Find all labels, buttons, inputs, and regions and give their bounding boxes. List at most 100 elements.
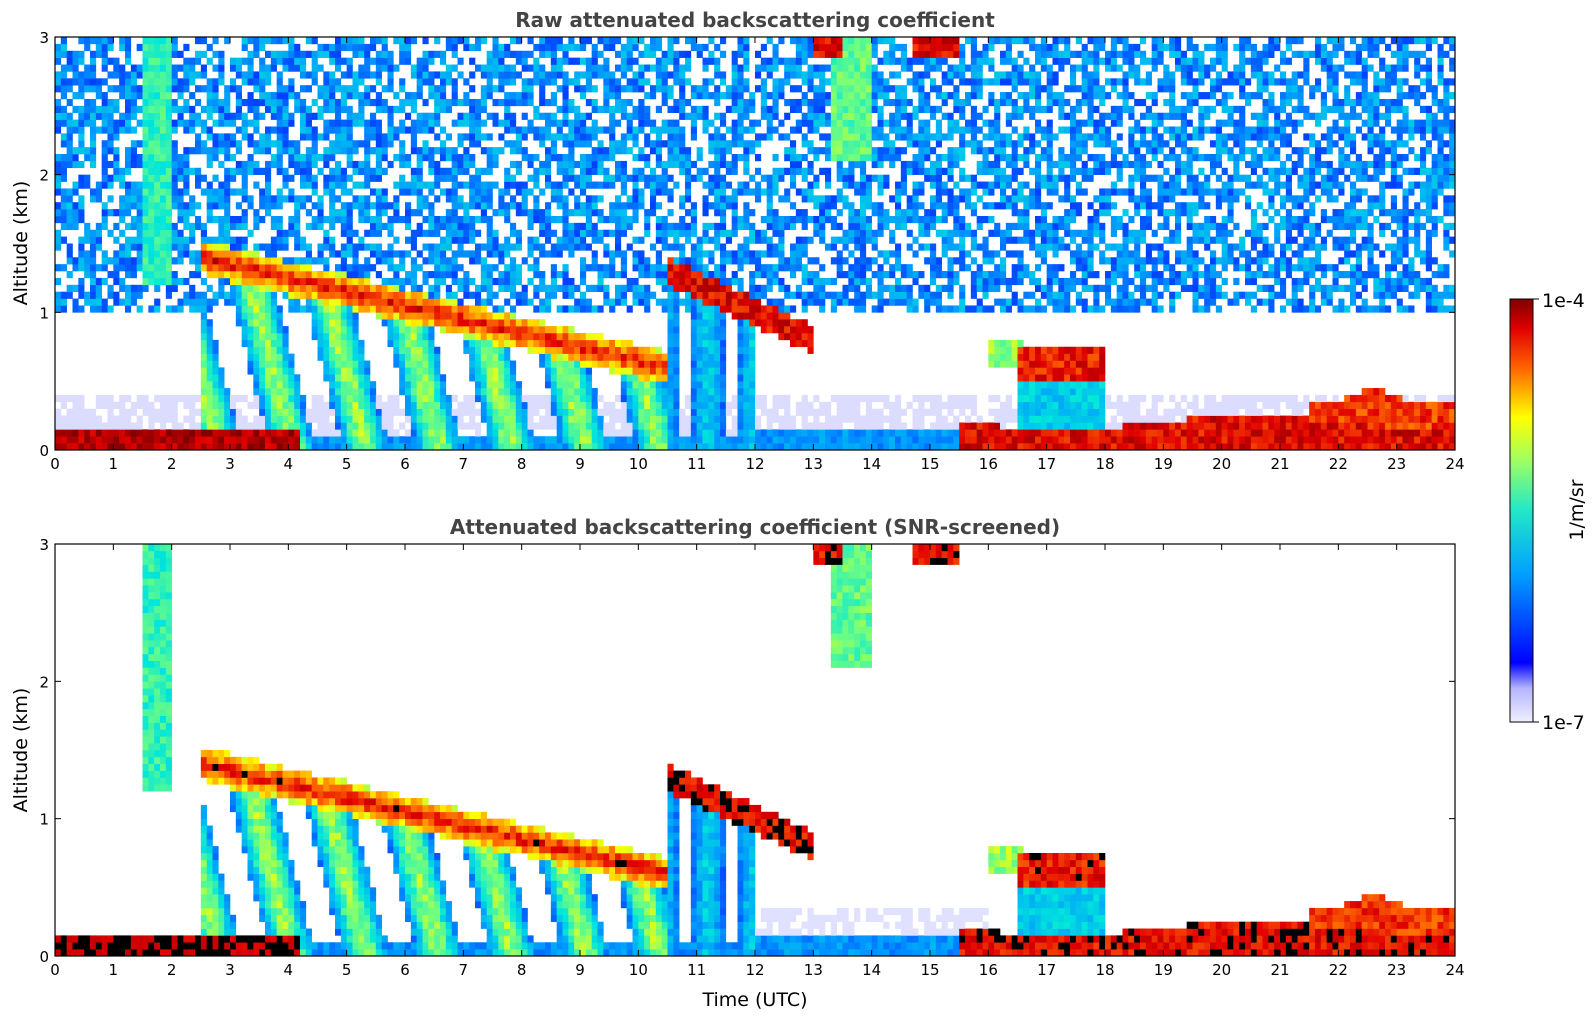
heatmap-cell [545, 222, 552, 231]
heatmap-cell [317, 353, 324, 361]
heatmap-cell [475, 312, 482, 320]
heatmap-cell [405, 57, 412, 65]
heatmap-cell [206, 367, 213, 375]
heatmap-cell [66, 408, 73, 416]
heatmap-cell [317, 291, 324, 299]
heatmap-cell [335, 112, 342, 120]
heatmap-cell [288, 284, 295, 292]
heatmap-cell [335, 50, 342, 58]
heatmap-cell [224, 133, 231, 141]
heatmap-cell [562, 209, 569, 217]
heatmap-cell [580, 429, 587, 437]
heatmap-cell [486, 312, 493, 320]
heatmap-cell [340, 429, 347, 437]
heatmap-cell [708, 50, 715, 58]
heatmap-cell [632, 140, 639, 148]
heatmap-cell [270, 332, 277, 341]
heatmap-cell [370, 147, 377, 155]
heatmap-cell [370, 388, 377, 396]
heatmap-cell [556, 429, 563, 437]
heatmap-cell [515, 98, 522, 107]
heatmap-cell [212, 388, 219, 396]
heatmap-cell [84, 37, 91, 45]
panel1-heatmap [55, 37, 1455, 450]
heatmap-cell [125, 160, 132, 169]
heatmap-cell [428, 126, 435, 134]
heatmap-cell [387, 229, 394, 237]
heatmap-cell [282, 105, 289, 114]
heatmap-cell [615, 98, 622, 107]
heatmap-cell [510, 429, 517, 437]
heatmap-cell [492, 50, 499, 58]
heatmap-cell [480, 71, 487, 79]
heatmap-cell [591, 264, 598, 272]
heatmap-cell [90, 415, 97, 423]
heatmap-cell [655, 43, 662, 52]
heatmap-cell [393, 326, 400, 334]
heatmap-cell [504, 284, 511, 292]
heatmap-cell [580, 339, 587, 348]
heatmap-cell [498, 305, 505, 313]
heatmap-cell [638, 422, 645, 430]
heatmap-cell [346, 243, 353, 251]
heatmap-cell [685, 188, 692, 196]
heatmap-cell [492, 401, 499, 409]
heatmap-cell [78, 37, 85, 45]
heatmap-cell [603, 298, 610, 306]
heatmap-cell [235, 250, 242, 258]
heatmap-cell [620, 222, 627, 231]
heatmap-cell [638, 346, 645, 354]
heatmap-cell [305, 181, 312, 189]
heatmap-cell [451, 415, 458, 423]
heatmap-cell [300, 160, 307, 169]
heatmap-cell [720, 188, 727, 196]
heatmap-cell [364, 209, 371, 217]
heatmap-cell [399, 140, 406, 148]
heatmap-cell [294, 167, 301, 175]
heatmap-cell [200, 174, 207, 182]
heatmap-cell [737, 250, 744, 258]
heatmap-cell [527, 126, 534, 134]
heatmap-cell [562, 243, 569, 251]
heatmap-cell [323, 257, 330, 265]
heatmap-cell [708, 202, 715, 210]
heatmap-cell [270, 367, 277, 375]
heatmap-cell [661, 119, 668, 127]
heatmap-cell [294, 415, 301, 423]
heatmap-cell [690, 388, 697, 396]
heatmap-cell [265, 429, 272, 437]
heatmap-cell [270, 443, 277, 450]
heatmap-cell [340, 353, 347, 361]
heatmap-cell [416, 381, 423, 389]
heatmap-cell [510, 291, 517, 299]
heatmap-cell [160, 257, 167, 265]
heatmap-cell [562, 105, 569, 114]
heatmap-cell [387, 215, 394, 224]
heatmap-cell [399, 346, 406, 354]
heatmap-cell [760, 92, 767, 100]
heatmap-cell [294, 229, 301, 237]
heatmap-cell [626, 408, 633, 416]
heatmap-cell [381, 140, 388, 148]
heatmap-cell [749, 271, 756, 279]
heatmap-cell [760, 408, 767, 416]
heatmap-cell [591, 167, 598, 175]
heatmap-cell [620, 394, 627, 403]
heatmap-cell [615, 353, 622, 361]
heatmap-cell [410, 312, 417, 320]
heatmap-cell [148, 57, 155, 65]
heatmap-cell [78, 71, 85, 79]
heatmap-cell [405, 202, 412, 210]
heatmap-cell [638, 105, 645, 114]
heatmap-cell [434, 215, 441, 224]
heatmap-cell [294, 160, 301, 169]
heatmap-cell [533, 326, 540, 334]
heatmap-cell [212, 37, 219, 45]
heatmap-cell [755, 229, 762, 237]
heatmap-cell [405, 154, 412, 162]
heatmap-cell [387, 291, 394, 299]
heatmap-cell [492, 57, 499, 65]
heatmap-cell [661, 401, 668, 409]
heatmap-cell [702, 367, 709, 375]
heatmap-cell [620, 415, 627, 423]
